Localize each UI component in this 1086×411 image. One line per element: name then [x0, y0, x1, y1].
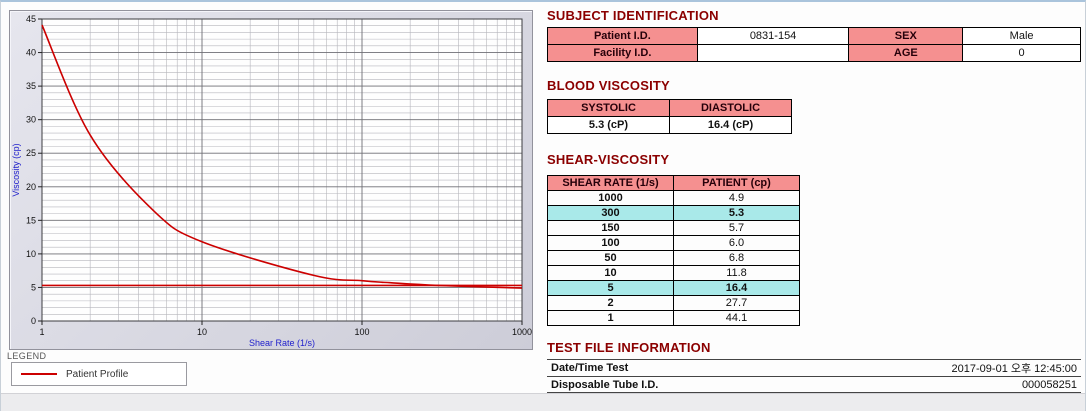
table-row: Date/Time Test 2017-09-01 오후 12:45:00	[547, 359, 1081, 377]
disposable-tube-id-label: Disposable Tube I.D.	[547, 376, 797, 393]
svg-text:0: 0	[31, 316, 36, 326]
table-cell: 6.8	[673, 250, 800, 266]
report-panel: SUBJECT IDENTIFICATION Patient I.D. 0831…	[547, 8, 1081, 393]
patient-cp-header: PATIENT (cp)	[673, 175, 800, 191]
table-row: 1 44.1	[547, 310, 800, 326]
svg-text:1000: 1000	[512, 327, 532, 337]
table-cell: 100	[547, 235, 674, 251]
sex-label: SEX	[848, 27, 964, 45]
patient-profile-line-swatch	[21, 373, 57, 375]
age-label: AGE	[848, 44, 964, 62]
table-cell: 6.0	[673, 235, 800, 251]
date-time-test-value: 2017-09-01 오후 12:45:00	[797, 359, 1081, 377]
patient-id-label: Patient I.D.	[547, 27, 698, 45]
test-file-information-table: Date/Time Test 2017-09-01 오후 12:45:00 Di…	[547, 359, 1081, 393]
svg-text:100: 100	[354, 327, 369, 337]
systolic-value: 5.3 (cP)	[547, 116, 670, 134]
table-row: 2 27.7	[547, 295, 800, 311]
table-cell: 5.7	[673, 220, 800, 236]
window-bottom-strip	[1, 393, 1085, 411]
diastolic-value: 16.4 (cP)	[669, 116, 792, 134]
svg-text:Shear Rate (1/s): Shear Rate (1/s)	[249, 338, 315, 348]
table-cell: 10	[547, 265, 674, 281]
age-value: 0	[962, 44, 1081, 62]
table-cell: 16.4	[673, 280, 800, 296]
table-row: Disposable Tube I.D. 000058251	[547, 376, 1081, 393]
systolic-header: SYSTOLIC	[547, 99, 670, 117]
legend: LEGEND Patient Profile	[5, 351, 191, 389]
sex-value: Male	[962, 27, 1081, 45]
table-cell: 44.1	[673, 310, 800, 326]
facility-id-value	[696, 44, 850, 62]
subject-identification-table: Patient I.D. 0831-154 SEX Male Facility …	[547, 27, 1081, 62]
table-row: 5.3 (cP) 16.4 (cP)	[547, 116, 792, 134]
table-cell: 1000	[547, 190, 674, 206]
table-cell: 150	[547, 220, 674, 236]
disposable-tube-id-value: 000058251	[797, 376, 1081, 393]
svg-text:10: 10	[197, 327, 207, 337]
table-cell: 300	[547, 205, 674, 221]
svg-text:30: 30	[26, 115, 36, 125]
svg-text:45: 45	[26, 14, 36, 24]
table-cell: 11.8	[673, 265, 800, 281]
table-header-row: SHEAR RATE (1/s) PATIENT (cp)	[547, 175, 800, 191]
table-row: 150 5.7	[547, 220, 800, 236]
legend-series-label: Patient Profile	[66, 368, 129, 380]
table-row: 10 11.8	[547, 265, 800, 281]
diastolic-header: DIASTOLIC	[669, 99, 792, 117]
shear-viscosity-title: SHEAR-VISCOSITY	[547, 152, 670, 167]
svg-text:Viscosity (cp): Viscosity (cp)	[11, 143, 21, 196]
svg-text:25: 25	[26, 148, 36, 158]
table-row: Patient I.D. 0831-154 SEX Male	[547, 27, 1081, 45]
table-row: 100 6.0	[547, 235, 800, 251]
svg-text:10: 10	[26, 249, 36, 259]
svg-text:5: 5	[31, 282, 36, 292]
svg-text:15: 15	[26, 215, 36, 225]
chart-panel: 0 5 10 15 20 25 30 35 40 45 1 10 100 1000 Shear Rate (…	[9, 10, 533, 350]
table-cell: 5	[547, 280, 674, 296]
table-cell: 1	[547, 310, 674, 326]
table-cell: 5.3	[673, 205, 800, 221]
shear-viscosity-chart: 0 5 10 15 20 25 30 35 40 45 1 10 100 1000 Shear Rate (…	[11, 14, 532, 348]
svg-text:1: 1	[39, 327, 44, 337]
legend-title: LEGEND	[7, 351, 47, 361]
table-cell: 2	[547, 295, 674, 311]
table-row: Facility I.D. AGE 0	[547, 44, 1081, 62]
table-row-highlighted: 5 16.4	[547, 280, 800, 296]
patient-id-value: 0831-154	[696, 27, 850, 45]
svg-text:20: 20	[26, 182, 36, 192]
table-cell: 27.7	[673, 295, 800, 311]
facility-id-label: Facility I.D.	[547, 44, 698, 62]
subject-identification-title: SUBJECT IDENTIFICATION	[547, 8, 719, 23]
shear-rate-header: SHEAR RATE (1/s)	[547, 175, 674, 191]
blood-viscosity-title: BLOOD VISCOSITY	[547, 78, 670, 93]
table-cell: 50	[547, 250, 674, 266]
shear-viscosity-table: SHEAR RATE (1/s) PATIENT (cp) 1000 4.9 3…	[547, 175, 800, 326]
table-row: 50 6.8	[547, 250, 800, 266]
svg-text:40: 40	[26, 48, 36, 58]
blood-viscosity-table: SYSTOLIC DIASTOLIC 5.3 (cP) 16.4 (cP)	[547, 99, 792, 134]
table-row-highlighted: 300 5.3	[547, 205, 800, 221]
date-time-test-label: Date/Time Test	[547, 359, 797, 377]
test-file-information-title: TEST FILE INFORMATION	[547, 340, 711, 355]
table-row: SYSTOLIC DIASTOLIC	[547, 99, 792, 117]
table-row: 1000 4.9	[547, 190, 800, 206]
legend-box: Patient Profile	[11, 362, 187, 386]
svg-text:35: 35	[26, 81, 36, 91]
table-cell: 4.9	[673, 190, 800, 206]
